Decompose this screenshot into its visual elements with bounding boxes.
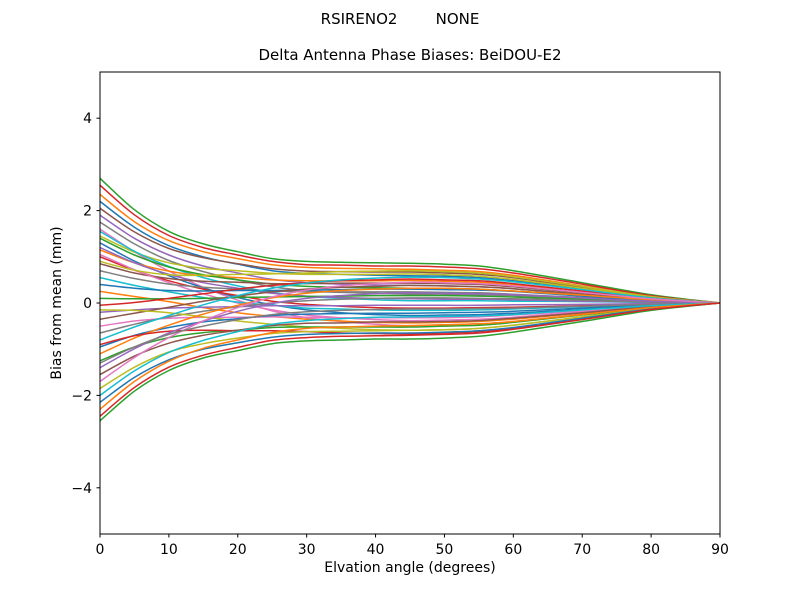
series-line-31: [100, 287, 720, 355]
series-line-34: [100, 292, 720, 369]
series-line-35: [100, 302, 720, 376]
series-line-36: [100, 281, 720, 383]
x-tick-label: 50: [436, 542, 454, 558]
series-lines: [100, 177, 720, 422]
series-line-2: [100, 177, 720, 304]
series-line-37: [100, 302, 720, 364]
series-line-27: [100, 297, 720, 334]
y-axis-label: Bias from mean (mm): [49, 226, 65, 380]
series-line-16: [100, 253, 720, 322]
series-line-3: [100, 184, 720, 304]
series-line-8: [100, 235, 720, 304]
series-line-42: [100, 302, 720, 422]
y-tick-label: −2: [71, 388, 92, 404]
x-tick-label: 40: [367, 542, 385, 558]
x-tick-label: 70: [573, 542, 591, 558]
y-tick-label: 0: [83, 296, 92, 312]
x-tick-label: 20: [229, 542, 247, 558]
x-tick-label: 10: [160, 542, 178, 558]
y-tick-label: 2: [83, 204, 92, 220]
series-line-23: [100, 278, 720, 307]
series-line-30: [100, 302, 720, 348]
series-line-29: [100, 276, 720, 341]
y-tick-label: −4: [71, 481, 92, 497]
series-line-18: [100, 260, 720, 304]
x-axis-label: Elvation angle (degrees): [324, 560, 496, 576]
series-line-25: [100, 284, 720, 320]
x-tick-label: 90: [711, 542, 729, 558]
series-line-43: [100, 302, 720, 417]
y-tick-label: 4: [83, 111, 92, 127]
series-line-41: [100, 302, 720, 410]
series-line-38: [100, 302, 720, 390]
x-tick-label: 60: [504, 542, 522, 558]
x-tick-label: 30: [298, 542, 316, 558]
series-line-22: [100, 294, 720, 304]
x-tick-label: 0: [96, 542, 105, 558]
series-line-24: [100, 302, 720, 313]
figure-suptitle: RSIRENO2 NONE: [320, 10, 480, 28]
x-tick-label: 80: [642, 542, 660, 558]
series-line-39: [100, 302, 720, 397]
axes-title: Delta Antenna Phase Biases: BeiDOU-E2: [258, 46, 562, 64]
